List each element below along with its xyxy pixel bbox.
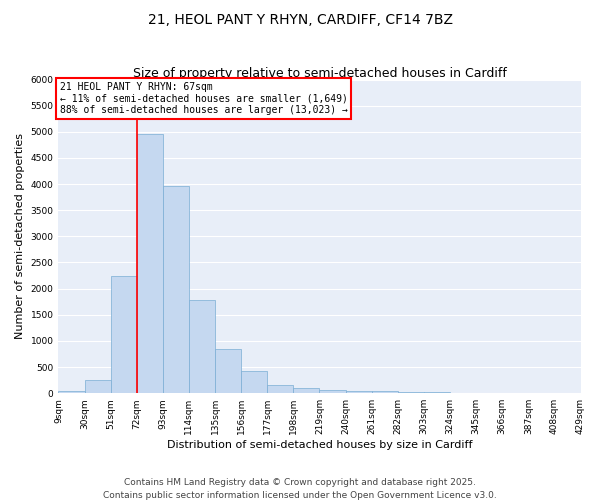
Y-axis label: Number of semi-detached properties: Number of semi-detached properties — [15, 134, 25, 340]
Title: Size of property relative to semi-detached houses in Cardiff: Size of property relative to semi-detach… — [133, 66, 506, 80]
Bar — [424, 392, 450, 393]
Bar — [346, 390, 371, 393]
Text: Contains HM Land Registry data © Crown copyright and database right 2025.
Contai: Contains HM Land Registry data © Crown c… — [103, 478, 497, 500]
Bar — [189, 300, 215, 393]
Bar — [110, 276, 137, 393]
X-axis label: Distribution of semi-detached houses by size in Cardiff: Distribution of semi-detached houses by … — [167, 440, 472, 450]
Bar — [85, 380, 110, 393]
Bar — [319, 390, 346, 393]
Bar — [58, 390, 85, 393]
Bar — [267, 385, 293, 393]
Bar — [163, 186, 189, 393]
Text: 21, HEOL PANT Y RHYN, CARDIFF, CF14 7BZ: 21, HEOL PANT Y RHYN, CARDIFF, CF14 7BZ — [148, 12, 452, 26]
Bar — [293, 388, 319, 393]
Bar — [398, 392, 424, 393]
Bar — [215, 350, 241, 393]
Bar — [371, 392, 398, 393]
Bar — [241, 371, 267, 393]
Bar — [450, 392, 476, 393]
Bar — [137, 134, 163, 393]
Text: 21 HEOL PANT Y RHYN: 67sqm
← 11% of semi-detached houses are smaller (1,649)
88%: 21 HEOL PANT Y RHYN: 67sqm ← 11% of semi… — [59, 82, 347, 116]
